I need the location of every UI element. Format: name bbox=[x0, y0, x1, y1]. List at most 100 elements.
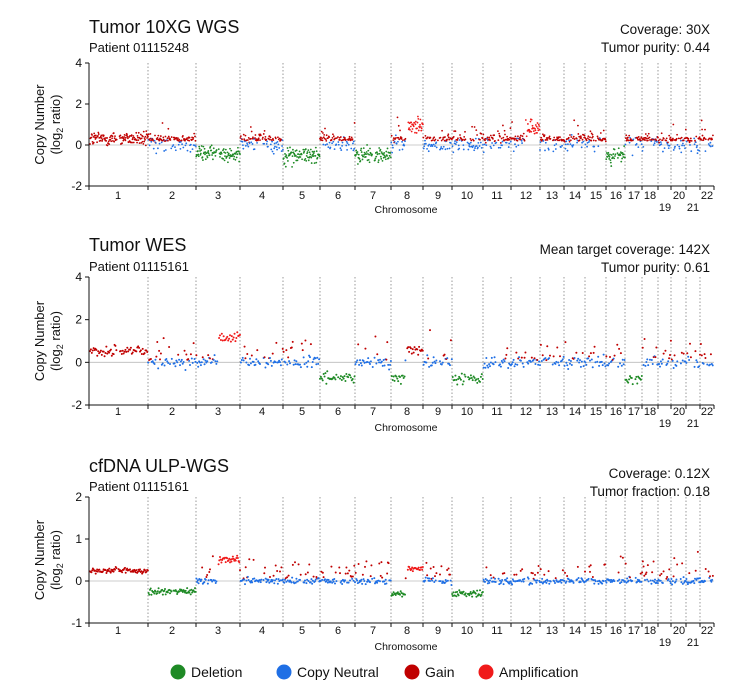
data-point bbox=[363, 580, 366, 583]
data-point bbox=[306, 571, 309, 574]
data-point bbox=[534, 573, 536, 576]
chromosome-label: 16 bbox=[610, 406, 622, 418]
data-point bbox=[634, 576, 637, 579]
data-point bbox=[687, 137, 690, 140]
data-point bbox=[286, 363, 289, 366]
data-point bbox=[488, 581, 491, 584]
data-point bbox=[472, 144, 475, 147]
data-point bbox=[649, 358, 651, 361]
data-point bbox=[249, 126, 252, 128]
data-point bbox=[455, 595, 458, 598]
data-point bbox=[464, 138, 467, 141]
data-point bbox=[279, 579, 282, 582]
data-point bbox=[605, 152, 608, 154]
data-point bbox=[319, 375, 322, 378]
data-point bbox=[229, 147, 231, 150]
data-point bbox=[299, 363, 301, 366]
data-point bbox=[318, 155, 321, 158]
data-point bbox=[543, 134, 546, 137]
data-point bbox=[670, 578, 673, 580]
data-point bbox=[581, 141, 583, 144]
data-point bbox=[334, 571, 337, 574]
data-point bbox=[195, 354, 198, 357]
data-point bbox=[115, 138, 118, 141]
data-point bbox=[378, 562, 381, 565]
data-point bbox=[570, 133, 573, 136]
data-point bbox=[180, 358, 183, 361]
data-point bbox=[199, 580, 202, 583]
data-point bbox=[626, 138, 628, 141]
data-point bbox=[102, 350, 105, 353]
data-point bbox=[130, 134, 133, 137]
data-point bbox=[211, 154, 213, 156]
data-point bbox=[482, 133, 485, 136]
data-point bbox=[617, 157, 619, 159]
data-point bbox=[181, 591, 184, 594]
data-point bbox=[449, 573, 451, 576]
data-point bbox=[186, 149, 189, 152]
data-point bbox=[399, 593, 401, 596]
data-point bbox=[547, 148, 550, 151]
data-point bbox=[284, 578, 286, 581]
data-point bbox=[182, 134, 184, 137]
data-point bbox=[447, 134, 449, 137]
data-point bbox=[229, 340, 232, 343]
data-point bbox=[214, 155, 217, 157]
data-point bbox=[284, 152, 286, 155]
data-point bbox=[299, 578, 301, 581]
data-point bbox=[359, 159, 362, 162]
data-point bbox=[381, 576, 384, 579]
data-point bbox=[174, 365, 177, 368]
data-point bbox=[593, 145, 596, 148]
data-point bbox=[709, 353, 712, 356]
data-point bbox=[203, 147, 206, 150]
data-point bbox=[489, 579, 491, 582]
data-point bbox=[340, 379, 343, 382]
data-point bbox=[483, 143, 486, 146]
data-point bbox=[159, 358, 161, 361]
data-point bbox=[592, 351, 595, 354]
data-point bbox=[425, 361, 428, 364]
data-point bbox=[159, 352, 162, 355]
data-point bbox=[439, 136, 442, 139]
data-point bbox=[671, 359, 674, 362]
data-point bbox=[287, 160, 289, 162]
data-point bbox=[676, 360, 679, 363]
chromosome-label: 6 bbox=[335, 190, 341, 202]
data-point bbox=[133, 136, 136, 139]
data-point bbox=[618, 347, 621, 350]
data-point bbox=[484, 366, 487, 369]
data-point bbox=[188, 139, 191, 142]
data-point bbox=[468, 594, 471, 597]
data-point bbox=[166, 137, 169, 140]
data-point bbox=[694, 141, 697, 144]
data-point bbox=[399, 590, 402, 593]
data-point bbox=[335, 143, 338, 146]
data-point bbox=[427, 136, 429, 139]
data-point bbox=[141, 140, 144, 143]
data-point bbox=[425, 561, 428, 564]
data-point bbox=[266, 140, 268, 143]
data-point bbox=[616, 579, 619, 582]
data-point bbox=[590, 132, 593, 135]
data-point bbox=[539, 141, 542, 143]
data-point bbox=[209, 145, 212, 148]
data-point bbox=[439, 147, 442, 150]
data-point bbox=[412, 351, 415, 354]
y-axis-label: Copy Number bbox=[32, 84, 47, 165]
data-point bbox=[565, 361, 568, 364]
data-point bbox=[295, 149, 298, 152]
data-point bbox=[659, 141, 662, 144]
data-point bbox=[650, 140, 653, 143]
data-point bbox=[624, 156, 626, 159]
data-point bbox=[272, 152, 275, 155]
legend-label: Copy Neutral bbox=[297, 664, 379, 680]
data-point bbox=[467, 148, 470, 151]
data-point bbox=[594, 139, 597, 142]
data-point bbox=[264, 566, 266, 569]
data-point bbox=[129, 348, 131, 351]
data-point bbox=[659, 360, 662, 363]
data-point bbox=[679, 578, 682, 581]
data-point bbox=[694, 569, 697, 572]
data-point bbox=[193, 590, 196, 593]
